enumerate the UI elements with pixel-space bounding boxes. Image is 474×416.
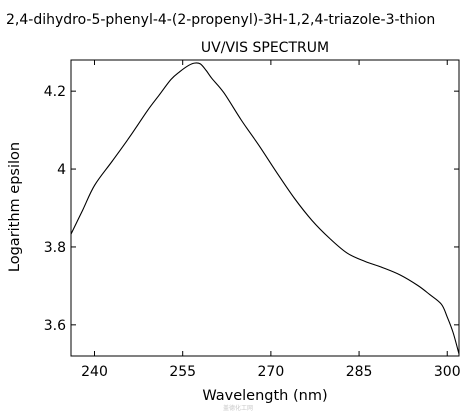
x-tick-label: 300: [434, 364, 461, 380]
x-tick-label: 255: [169, 364, 196, 380]
spectrum-line: [70, 62, 460, 355]
x-tick-label: 270: [258, 364, 285, 380]
chart-subtitle: UV/VIS SPECTRUM: [201, 40, 329, 56]
x-tick-label: 285: [346, 364, 373, 380]
chart-title: 2,4-dihydro-5-phenyl-4-(2-propenyl)-3H-1…: [6, 12, 435, 28]
watermark-text: 盖德化工网: [223, 404, 253, 412]
y-tick-label: 3.8: [44, 240, 66, 256]
y-tick-label: 4.2: [44, 84, 66, 100]
y-tick-label: 4: [57, 162, 66, 178]
y-tick-label: 3.6: [44, 318, 66, 334]
plot-area-frame: [70, 59, 460, 357]
x-axis-label: Wavelength (nm): [202, 388, 327, 404]
x-tick-label: 240: [81, 364, 108, 380]
y-axis-label: Logarithm epsilon: [7, 142, 23, 272]
